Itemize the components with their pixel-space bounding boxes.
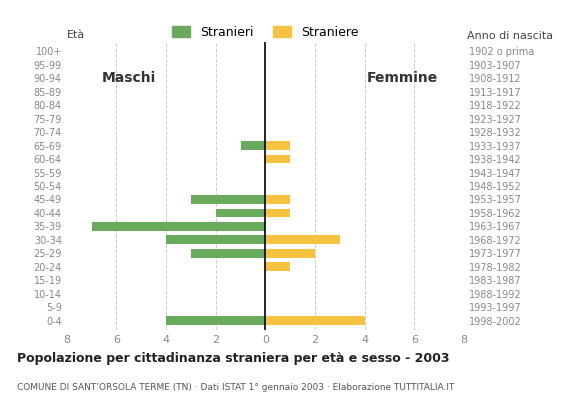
Text: Anno di nascita: Anno di nascita [467, 31, 553, 41]
Bar [266, 262, 290, 271]
Bar [191, 249, 266, 258]
Bar [266, 155, 290, 164]
Text: COMUNE DI SANT’ORSOLA TERME (TN) · Dati ISTAT 1° gennaio 2003 · Elaborazione TUT: COMUNE DI SANT’ORSOLA TERME (TN) · Dati … [17, 383, 455, 392]
Text: Età: Età [67, 30, 85, 40]
Bar [241, 141, 266, 150]
Bar [216, 208, 266, 217]
Bar [166, 236, 266, 244]
Bar [266, 249, 315, 258]
Bar [266, 316, 365, 325]
Bar [266, 141, 290, 150]
Text: Maschi: Maschi [102, 71, 156, 85]
Bar [266, 208, 290, 217]
Legend: Stranieri, Straniere: Stranieri, Straniere [166, 21, 364, 44]
Bar [266, 195, 290, 204]
Text: Femmine: Femmine [367, 71, 437, 85]
Bar [92, 222, 266, 231]
Bar [266, 236, 340, 244]
Bar [166, 316, 266, 325]
Text: Popolazione per cittadinanza straniera per età e sesso - 2003: Popolazione per cittadinanza straniera p… [17, 352, 450, 365]
Bar [191, 195, 266, 204]
